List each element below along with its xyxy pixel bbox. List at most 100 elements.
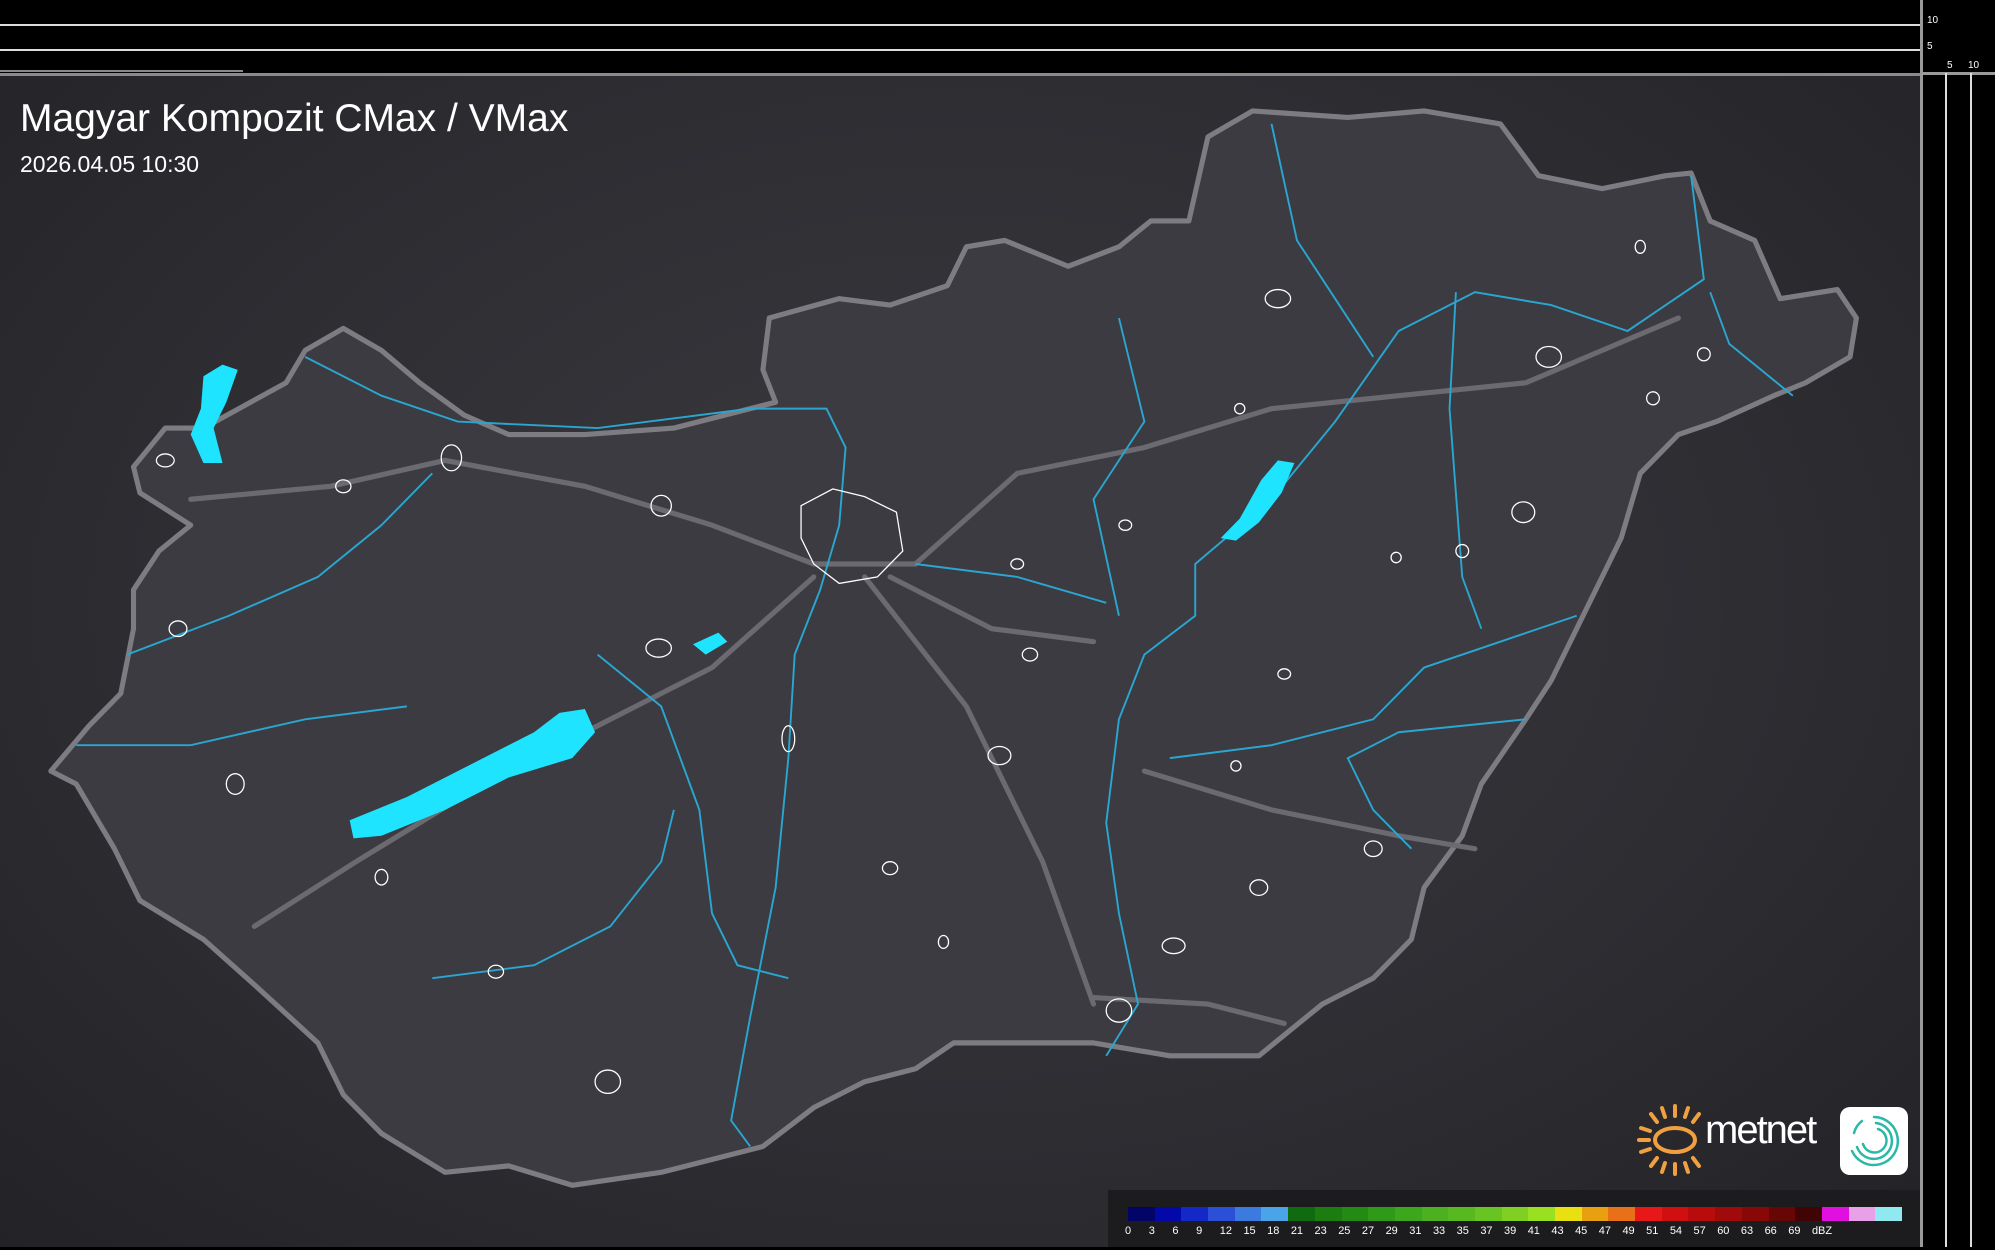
legend-label: 25 <box>1338 1225 1351 1237</box>
legend-label: 49 <box>1622 1225 1635 1237</box>
lake-neusiedl <box>190 364 238 464</box>
legend-swatch <box>1288 1207 1315 1221</box>
legend-swatch <box>1128 1207 1155 1221</box>
legend-swatch <box>1768 1207 1796 1221</box>
legend-label: 0 <box>1125 1225 1132 1237</box>
map-timestamp: 2026.04.05 10:30 <box>20 151 200 177</box>
legend-swatch <box>1501 1207 1529 1221</box>
lake-balaton <box>349 708 596 839</box>
legend-swatch <box>1848 1207 1876 1221</box>
legend-swatch <box>1181 1207 1209 1221</box>
legend-swatch <box>1394 1207 1422 1221</box>
settlements <box>155 239 1711 1095</box>
settlement <box>1234 402 1246 415</box>
radar-map[interactable] <box>0 73 1920 1247</box>
scale-vline-5 <box>1945 73 1947 1247</box>
app-logo <box>1840 1107 1908 1175</box>
legend-swatch <box>1555 1207 1582 1221</box>
legend-swatch <box>1528 1207 1555 1221</box>
settlement-budapest <box>800 488 904 585</box>
river <box>126 472 433 656</box>
legend-unit: dBZ <box>1811 1225 1833 1237</box>
settlement <box>1010 558 1025 570</box>
legend-swatch <box>1715 1207 1742 1221</box>
lakes <box>190 364 1295 839</box>
settlement <box>594 1069 622 1095</box>
legend-swatch <box>1261 1207 1289 1221</box>
settlement <box>1455 543 1470 559</box>
legend-label: 69 <box>1788 1225 1801 1237</box>
settlement <box>1118 519 1133 531</box>
settlement <box>1363 840 1383 858</box>
settlement <box>168 620 188 638</box>
legend-label: 43 <box>1551 1225 1564 1237</box>
right-scale-panel: 10 5 5 10 <box>1920 0 1995 1247</box>
settlement <box>1105 998 1133 1023</box>
metnet-logo-text: metnet <box>1705 1108 1817 1152</box>
scale-divider <box>1920 72 1995 75</box>
legend-label: 51 <box>1646 1225 1659 1237</box>
spiral-logo-icon <box>1850 1115 1899 1167</box>
tick-label: 5 <box>1927 41 1933 52</box>
river <box>1169 614 1577 760</box>
legend-swatch <box>1661 1207 1689 1221</box>
river <box>1709 291 1794 397</box>
legend-swatch <box>1208 1207 1235 1221</box>
legend-swatch <box>1875 1207 1902 1221</box>
settlement <box>440 444 463 472</box>
legend-label: 37 <box>1480 1225 1493 1237</box>
legend-label: 66 <box>1764 1225 1777 1237</box>
lake-velence <box>692 632 728 655</box>
road <box>862 574 1097 1007</box>
top-scale-bar <box>0 0 1920 73</box>
legend-swatch <box>1154 1207 1182 1221</box>
river <box>597 653 789 980</box>
legend-label: 54 <box>1669 1225 1683 1237</box>
legend-label: 12 <box>1219 1225 1232 1237</box>
legend-labels: 0 3 6 9 12 15 18 21 23 25 27 29 31 33 35 37 39 41 43 45 47 49… <box>1125 1225 1839 1237</box>
road <box>1141 768 1478 852</box>
tick-label: 10 <box>1968 60 1980 71</box>
legend-label: 41 <box>1527 1225 1540 1237</box>
metnet-sun-logo-icon <box>1637 1104 1701 1176</box>
legend-label: 29 <box>1385 1225 1398 1237</box>
settlement <box>1511 501 1536 524</box>
legend-label: 33 <box>1432 1225 1446 1237</box>
legend-label: 15 <box>1243 1225 1256 1237</box>
legend-swatch <box>1741 1207 1769 1221</box>
road <box>887 574 1097 645</box>
settlement <box>1161 937 1186 955</box>
legend-swatch <box>1234 1207 1262 1221</box>
settlement <box>781 725 796 753</box>
lake-tisza <box>1220 460 1295 541</box>
legend-label: 45 <box>1575 1225 1588 1237</box>
legend-label: 35 <box>1456 1225 1469 1237</box>
legend-label: 60 <box>1717 1225 1730 1237</box>
settlement <box>1277 668 1292 680</box>
settlement <box>1249 879 1269 896</box>
legend-swatch <box>1421 1207 1449 1221</box>
settlement <box>987 745 1012 766</box>
legend-swatch <box>1341 1207 1369 1221</box>
map-title: Magyar Kompozit CMax / VMax <box>20 97 569 140</box>
legend-label: 3 <box>1148 1225 1155 1237</box>
legend-label: 39 <box>1504 1225 1517 1237</box>
legend-swatch <box>1474 1207 1502 1221</box>
settlement <box>155 453 175 468</box>
settlement <box>225 773 245 796</box>
legend-swatch <box>1314 1207 1342 1221</box>
tick-label: 10 <box>1927 15 1939 26</box>
settlement <box>650 494 673 517</box>
hungary-country-shape <box>48 108 1859 1188</box>
map-svg <box>48 108 1859 1188</box>
legend-color-bar <box>1128 1207 1902 1221</box>
legend-label: 57 <box>1693 1225 1706 1237</box>
legend-swatch <box>1795 1207 1822 1221</box>
scale-vline-10 <box>1970 73 1972 1247</box>
legend-label: 27 <box>1361 1225 1375 1237</box>
settlement <box>374 868 389 886</box>
river <box>76 705 408 747</box>
scale-line-5 <box>0 49 1920 51</box>
legend-swatch <box>1448 1207 1475 1221</box>
river <box>1346 718 1526 850</box>
